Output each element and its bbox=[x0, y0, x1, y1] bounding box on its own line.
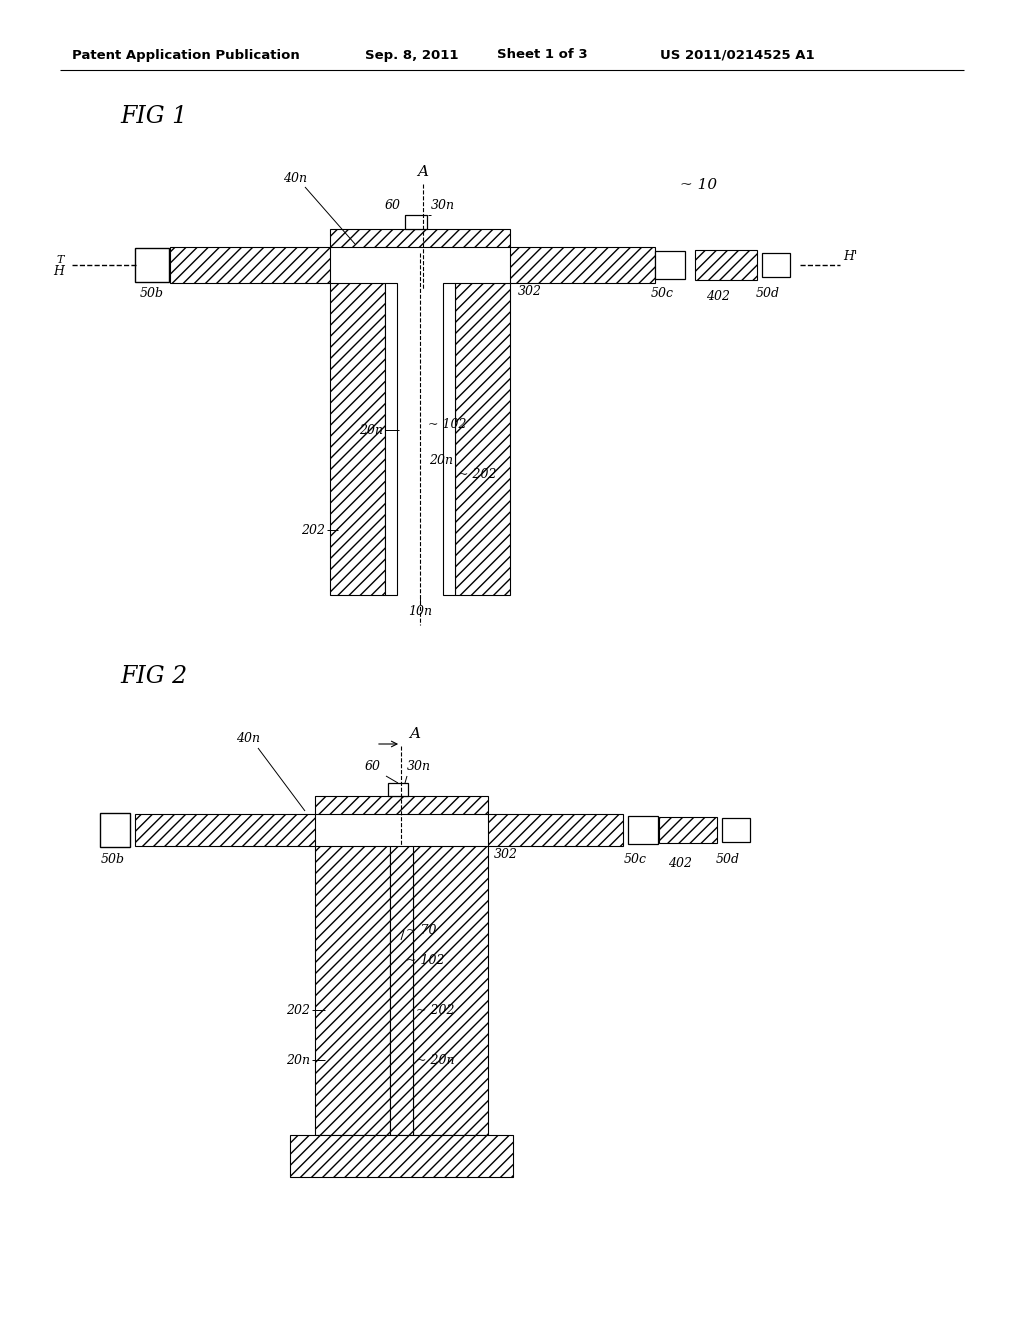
Text: 30n: 30n bbox=[407, 760, 431, 774]
Text: 302: 302 bbox=[518, 285, 542, 298]
Text: ~ 102: ~ 102 bbox=[428, 418, 467, 432]
Bar bbox=[695, 249, 757, 280]
Text: 202: 202 bbox=[301, 524, 325, 536]
Text: 60: 60 bbox=[365, 760, 381, 774]
Text: ~ 202: ~ 202 bbox=[458, 469, 497, 482]
Text: ~ 10: ~ 10 bbox=[680, 178, 717, 191]
Bar bbox=[722, 818, 750, 842]
Text: FIG 1: FIG 1 bbox=[120, 106, 187, 128]
Text: 50d: 50d bbox=[716, 853, 740, 866]
Bar bbox=[385, 282, 397, 595]
Bar bbox=[443, 282, 455, 595]
Text: 302: 302 bbox=[494, 847, 518, 861]
Text: 20n: 20n bbox=[429, 454, 453, 466]
Text: 202: 202 bbox=[286, 1003, 310, 1016]
Bar bbox=[659, 817, 717, 843]
Bar bbox=[330, 228, 510, 247]
Bar bbox=[762, 253, 790, 277]
Text: A: A bbox=[409, 727, 420, 741]
Bar bbox=[290, 1135, 513, 1177]
Text: 60: 60 bbox=[385, 199, 401, 213]
Text: ~ 102: ~ 102 bbox=[406, 953, 444, 966]
Text: 402: 402 bbox=[706, 290, 730, 304]
Bar bbox=[170, 247, 330, 282]
Bar bbox=[315, 846, 390, 1135]
Text: 20n: 20n bbox=[286, 1053, 310, 1067]
Bar bbox=[510, 247, 655, 282]
Bar bbox=[455, 282, 510, 595]
Text: 50b: 50b bbox=[101, 853, 125, 866]
Text: Patent Application Publication: Patent Application Publication bbox=[72, 49, 300, 62]
Text: 40n: 40n bbox=[236, 733, 260, 744]
Bar bbox=[390, 846, 413, 1135]
Bar bbox=[315, 796, 488, 814]
Text: 20n: 20n bbox=[359, 424, 383, 437]
Text: 50c: 50c bbox=[624, 853, 646, 866]
Text: Sheet 1 of 3: Sheet 1 of 3 bbox=[497, 49, 588, 62]
Bar bbox=[655, 251, 685, 279]
Bar bbox=[628, 816, 658, 843]
Bar bbox=[388, 783, 408, 796]
Bar bbox=[406, 215, 427, 228]
Bar bbox=[488, 814, 623, 846]
Text: ~ 202: ~ 202 bbox=[416, 1003, 455, 1016]
Bar bbox=[330, 282, 385, 595]
Bar bbox=[135, 248, 169, 282]
Text: FIG 2: FIG 2 bbox=[120, 665, 187, 688]
Text: 50b: 50b bbox=[140, 286, 164, 300]
Text: 30n: 30n bbox=[431, 199, 455, 213]
Text: Sep. 8, 2011: Sep. 8, 2011 bbox=[365, 49, 459, 62]
Text: US 2011/0214525 A1: US 2011/0214525 A1 bbox=[660, 49, 815, 62]
Text: 10n: 10n bbox=[408, 605, 432, 618]
Text: 50c: 50c bbox=[650, 286, 674, 300]
Text: 40n: 40n bbox=[283, 172, 307, 185]
Bar bbox=[413, 846, 488, 1135]
Text: ~ 70: ~ 70 bbox=[406, 924, 436, 936]
Text: 50d: 50d bbox=[756, 286, 780, 300]
Text: ~ 20n: ~ 20n bbox=[416, 1053, 455, 1067]
Text: 402: 402 bbox=[668, 857, 692, 870]
Bar bbox=[100, 813, 130, 847]
Bar bbox=[135, 814, 315, 846]
Text: A: A bbox=[418, 165, 428, 180]
Text: T: T bbox=[56, 255, 63, 265]
Text: H: H bbox=[53, 265, 63, 279]
Text: H': H' bbox=[843, 251, 857, 264]
